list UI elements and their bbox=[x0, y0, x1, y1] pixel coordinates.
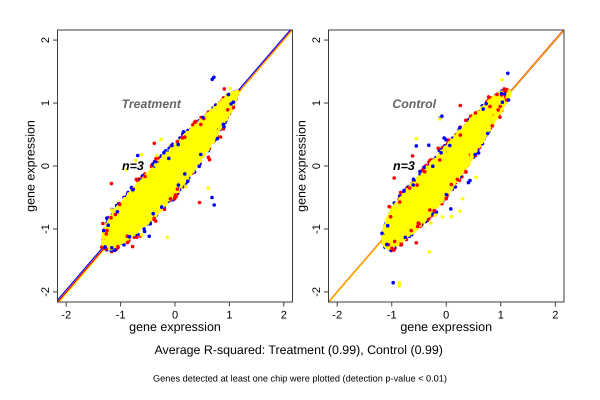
svg-text:-2: -2 bbox=[61, 310, 71, 322]
svg-text:0: 0 bbox=[172, 310, 178, 322]
svg-text:2: 2 bbox=[40, 37, 52, 43]
svg-text:-1: -1 bbox=[387, 310, 397, 322]
svg-text:2: 2 bbox=[281, 310, 287, 322]
svg-text:-2: -2 bbox=[40, 287, 52, 297]
svg-text:Control: Control bbox=[392, 97, 436, 111]
svg-text:Average R-squared: Treatment (: Average R-squared: Treatment (0.99), Con… bbox=[155, 343, 443, 357]
svg-text:1: 1 bbox=[226, 310, 232, 322]
svg-text:gene expression: gene expression bbox=[129, 320, 221, 334]
svg-text:-2: -2 bbox=[332, 310, 342, 322]
svg-text:0: 0 bbox=[40, 163, 52, 169]
svg-text:2: 2 bbox=[311, 37, 323, 43]
svg-text:n=3: n=3 bbox=[122, 159, 144, 173]
svg-text:Treatment: Treatment bbox=[122, 97, 182, 111]
svg-text:-1: -1 bbox=[116, 310, 126, 322]
svg-text:-1: -1 bbox=[311, 224, 323, 234]
svg-text:Genes detected at least one ch: Genes detected at least one chip were pl… bbox=[153, 374, 447, 384]
svg-text:gene expression: gene expression bbox=[295, 120, 309, 212]
svg-text:gene expression: gene expression bbox=[24, 120, 38, 212]
svg-text:0: 0 bbox=[443, 310, 449, 322]
svg-text:1: 1 bbox=[40, 100, 52, 106]
svg-text:1: 1 bbox=[311, 100, 323, 106]
svg-text:-2: -2 bbox=[311, 287, 323, 297]
svg-text:-1: -1 bbox=[40, 224, 52, 234]
svg-text:1: 1 bbox=[498, 310, 504, 322]
svg-text:2: 2 bbox=[552, 310, 558, 322]
svg-text:0: 0 bbox=[311, 163, 323, 169]
svg-text:gene expression: gene expression bbox=[400, 320, 492, 334]
svg-text:n=3: n=3 bbox=[393, 159, 415, 173]
